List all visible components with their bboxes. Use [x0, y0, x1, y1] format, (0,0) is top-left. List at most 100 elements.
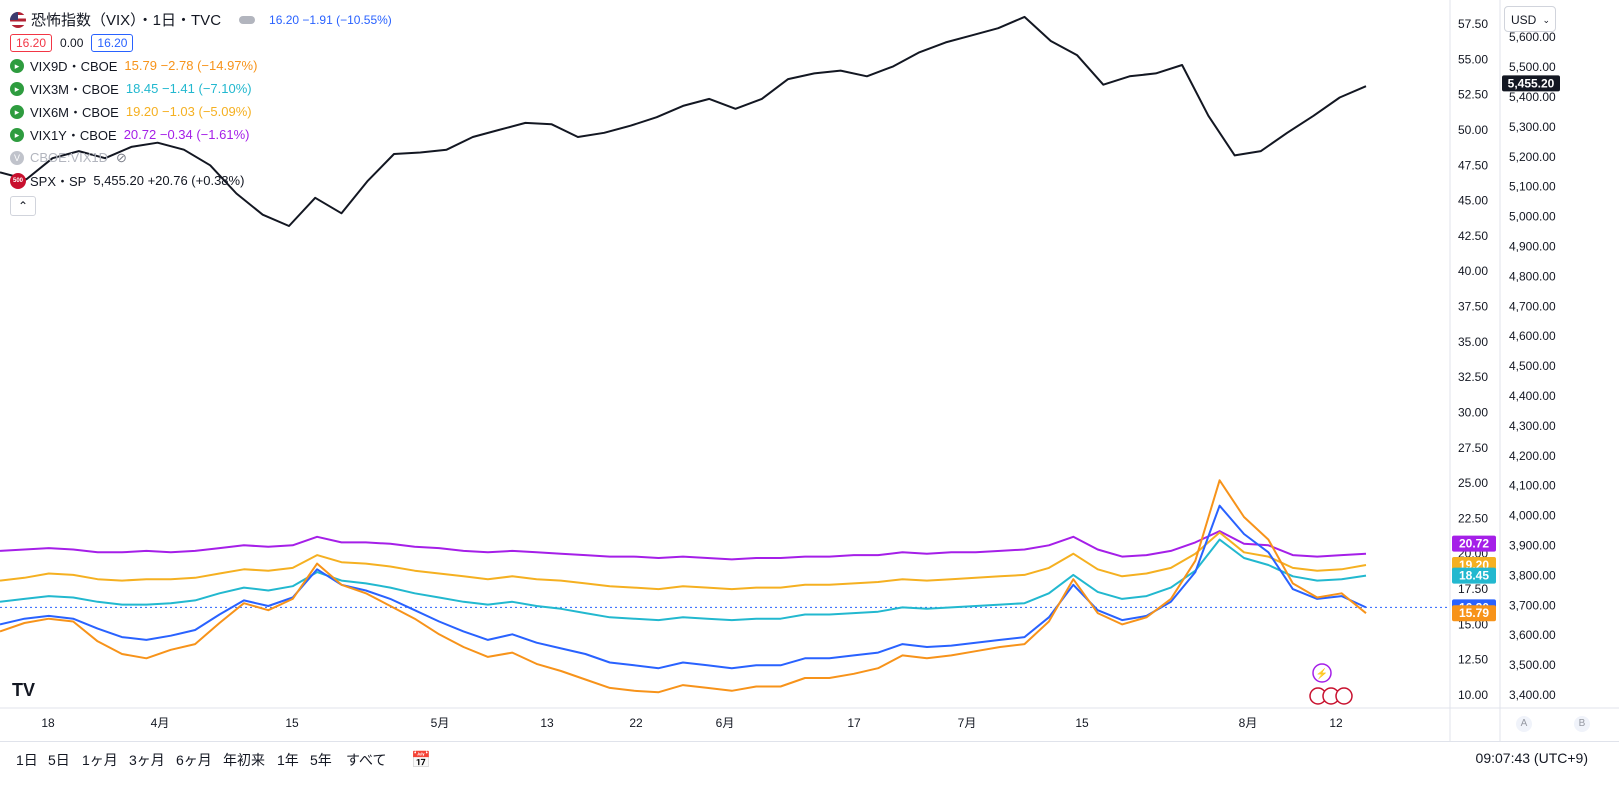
legend-name: VIX9D・CBOE	[30, 59, 118, 74]
symbol-title[interactable]: 恐怖指数（VIX）・1日・TVC	[31, 12, 222, 29]
right-axis-tick: 4,500.00	[1509, 359, 1556, 373]
right-axis-tick: 4,200.00	[1509, 449, 1556, 463]
price-box-row: 16.20 0.00 16.20	[10, 31, 392, 54]
left-axis-tick: 12.50	[1458, 653, 1488, 667]
right-axis-tick: 3,700.00	[1509, 598, 1556, 612]
range-5d[interactable]: 5日	[48, 752, 70, 768]
price-label-bg	[1452, 567, 1496, 584]
expand-icon[interactable]: ▸	[10, 81, 24, 96]
right-axis-tick: 5,600.00	[1509, 30, 1556, 44]
lightning-event-icon	[1312, 663, 1332, 683]
price-label-bg	[1452, 535, 1496, 552]
legend-value: 15.79 −2.78 (−14.97%)	[124, 58, 258, 73]
series-line-vix1y-cboe	[0, 530, 1367, 561]
legend-value: 5,455.20 +20.76 (+0.38%)	[93, 173, 245, 188]
left-axis-tick: 32.50	[1458, 370, 1488, 384]
right-axis-tick: 4,100.00	[1509, 479, 1556, 493]
bottom-toolbar: 1日 5日 1ヶ月 3ヶ月 6ヶ月 年初来 1年 5年 すべて 📅 09:07:…	[0, 741, 1619, 798]
x-axis-label: 18	[41, 716, 55, 730]
right-axis-tick: 3,500.00	[1509, 658, 1556, 672]
series-line-vix3m-cboe	[0, 538, 1367, 622]
range-6m[interactable]: 6ヶ月	[176, 752, 212, 768]
hidden-series-label: CBOE:VIX1D	[30, 150, 109, 165]
left-axis-tick: 30.00	[1458, 405, 1488, 419]
right-axis-tick: 4,800.00	[1509, 269, 1556, 283]
price-label-bg	[1452, 605, 1496, 622]
tradingview-logo: TV	[12, 680, 35, 700]
bid-box[interactable]: 16.20	[10, 33, 53, 52]
right-axis-tick: 4,600.00	[1509, 329, 1556, 343]
currency-select[interactable]: USD ⌄	[1504, 6, 1556, 32]
right-axis-tick: 5,000.00	[1509, 210, 1556, 224]
legend-row-vix6m[interactable]: ▸ VIX6M・CBOE 19.20 −1.03 (−5.09%)	[10, 100, 392, 123]
price-label-text: 20.72	[1459, 537, 1489, 551]
right-axis-tick: 5,200.00	[1509, 150, 1556, 164]
left-axis-tick: 27.50	[1458, 441, 1488, 455]
left-axis-tick: 50.00	[1458, 123, 1488, 137]
eye-off-icon[interactable]: ⊘	[116, 149, 127, 165]
ask-box[interactable]: 16.20	[91, 33, 134, 52]
auto-scale-button[interactable]: A	[1516, 716, 1532, 732]
range-1d[interactable]: 1日	[16, 752, 38, 768]
legend-name: VIX6M・CBOE	[30, 105, 119, 120]
currency-label: USD	[1511, 13, 1537, 27]
left-axis-tick: 52.50	[1458, 88, 1488, 102]
lightning-glyph: ⚡	[1316, 667, 1328, 680]
event-flag-icon	[1335, 687, 1353, 705]
left-axis-tick: 45.00	[1458, 194, 1488, 208]
right-axis-tick: 5,500.00	[1509, 60, 1556, 74]
date-range-icon[interactable]: 📅	[411, 752, 431, 769]
expand-icon[interactable]: ▸	[10, 58, 24, 73]
quote-text: 16.20 −1.91 (−10.55%)	[269, 12, 392, 27]
range-1y[interactable]: 1年	[277, 752, 299, 768]
legend-row-vix9d[interactable]: ▸ VIX9D・CBOE 15.79 −2.78 (−14.97%)	[10, 54, 392, 77]
price-label: 18.45	[1452, 567, 1496, 584]
expand-icon[interactable]: ▸	[10, 104, 24, 119]
right-axis-tick: 3,800.00	[1509, 568, 1556, 582]
right-axis-tick: 3,900.00	[1509, 539, 1556, 553]
range-ytd[interactable]: 年初来	[223, 752, 265, 768]
x-axis-label: 13	[540, 716, 554, 730]
legend-value: 20.72 −0.34 (−1.61%)	[123, 127, 250, 142]
series-line-vix	[0, 504, 1367, 670]
left-axis-tick: 47.50	[1458, 158, 1488, 172]
legend-row-vix3m[interactable]: ▸ VIX3M・CBOE 18.45 −1.41 (−7.10%)	[10, 77, 392, 100]
right-axis-tick: 4,000.00	[1509, 509, 1556, 523]
left-axis-tick: 40.00	[1458, 264, 1488, 278]
chart-canvas[interactable]: 10.0012.5015.0017.5020.0022.5025.0027.50…	[0, 0, 1619, 741]
legend-row-vix1d-hidden[interactable]: V CBOE:VIX1D ⊘	[10, 146, 392, 169]
price-label-bg	[1502, 75, 1560, 92]
price-label: 5,455.20	[1502, 75, 1560, 92]
legend-name: SPX・SP	[30, 174, 87, 189]
chevron-down-icon: ⌄	[1542, 15, 1550, 25]
expand-icon[interactable]: ▸	[10, 127, 24, 142]
collapse-legend-button[interactable]: ⌃	[10, 196, 36, 216]
right-axis-tick: 4,300.00	[1509, 419, 1556, 433]
range-1m[interactable]: 1ヶ月	[82, 752, 118, 768]
legend-value: 19.20 −1.03 (−5.09%)	[125, 104, 252, 119]
spread-value: 0.00	[60, 35, 84, 50]
range-5y[interactable]: 5年	[310, 752, 332, 768]
right-axis-tick: 5,300.00	[1509, 120, 1556, 134]
legend-name: VIX1Y・CBOE	[30, 128, 117, 143]
legend-row-spx[interactable]: 500 SPX・SP 5,455.20 +20.76 (+0.38%)	[10, 169, 392, 192]
series-line-vix6m-cboe	[0, 531, 1367, 591]
axis-b-button[interactable]: B	[1574, 716, 1590, 732]
price-label-text: 18.45	[1459, 569, 1489, 583]
range-all[interactable]: すべて	[346, 752, 387, 768]
series-line-spx	[0, 15, 1367, 227]
price-label: 20.72	[1452, 535, 1496, 552]
x-axis-label: 12	[1329, 716, 1343, 730]
price-label-text: 5,455.20	[1508, 76, 1555, 90]
left-axis-tick: 42.50	[1458, 229, 1488, 243]
legend: 恐怖指数（VIX）・1日・TVC 16.20 −1.91 (−10.55%) 1…	[10, 8, 392, 216]
x-axis-label: 15	[1075, 716, 1089, 730]
series-icon: V	[10, 150, 24, 165]
right-axis-tick: 5,100.00	[1509, 180, 1556, 194]
price-label: 15.79	[1452, 605, 1496, 622]
x-axis-label: 4月	[151, 716, 170, 730]
left-axis-tick: 55.00	[1458, 52, 1488, 66]
legend-row-vix1y[interactable]: ▸ VIX1Y・CBOE 20.72 −0.34 (−1.61%)	[10, 123, 392, 146]
range-3m[interactable]: 3ヶ月	[129, 752, 165, 768]
x-axis-label: 8月	[1239, 716, 1258, 730]
